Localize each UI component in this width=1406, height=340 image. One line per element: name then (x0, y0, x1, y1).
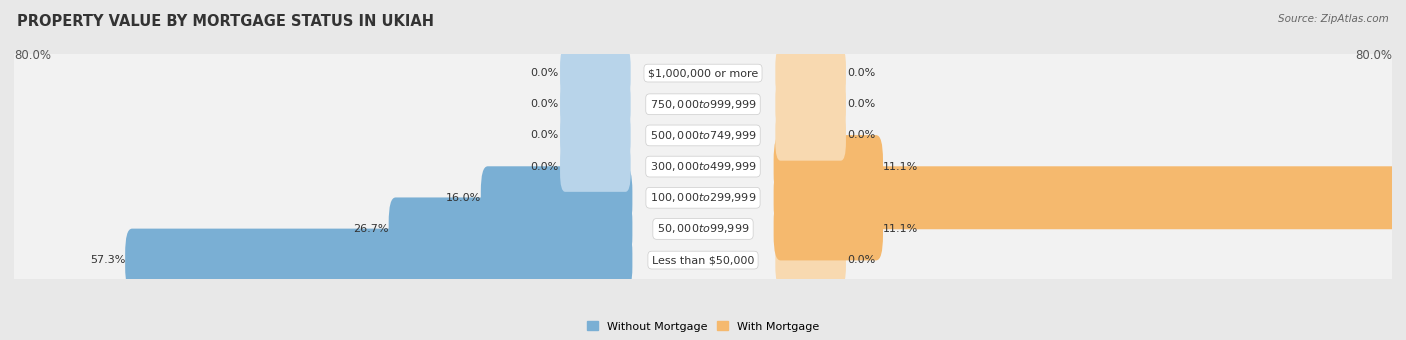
Text: 0.0%: 0.0% (530, 162, 558, 172)
FancyBboxPatch shape (6, 210, 1400, 310)
FancyBboxPatch shape (775, 110, 846, 161)
Text: Source: ZipAtlas.com: Source: ZipAtlas.com (1278, 14, 1389, 23)
FancyBboxPatch shape (773, 166, 1406, 229)
FancyBboxPatch shape (773, 198, 883, 260)
Text: 80.0%: 80.0% (14, 49, 51, 63)
FancyBboxPatch shape (560, 79, 631, 130)
Text: $100,000 to $299,999: $100,000 to $299,999 (650, 191, 756, 204)
FancyBboxPatch shape (560, 110, 631, 161)
Text: 11.1%: 11.1% (883, 224, 918, 234)
FancyBboxPatch shape (6, 23, 1400, 123)
Text: $300,000 to $499,999: $300,000 to $499,999 (650, 160, 756, 173)
Text: 0.0%: 0.0% (530, 99, 558, 109)
Text: $500,000 to $749,999: $500,000 to $749,999 (650, 129, 756, 142)
Text: 0.0%: 0.0% (848, 68, 876, 78)
Text: $50,000 to $99,999: $50,000 to $99,999 (657, 222, 749, 235)
FancyBboxPatch shape (775, 48, 846, 98)
Text: 16.0%: 16.0% (446, 193, 481, 203)
Text: $750,000 to $999,999: $750,000 to $999,999 (650, 98, 756, 111)
Text: 80.0%: 80.0% (1355, 49, 1392, 63)
FancyBboxPatch shape (560, 141, 631, 192)
Text: PROPERTY VALUE BY MORTGAGE STATUS IN UKIAH: PROPERTY VALUE BY MORTGAGE STATUS IN UKI… (17, 14, 434, 29)
FancyBboxPatch shape (388, 198, 633, 260)
Text: $1,000,000 or more: $1,000,000 or more (648, 68, 758, 78)
FancyBboxPatch shape (6, 86, 1400, 185)
FancyBboxPatch shape (775, 235, 846, 285)
FancyBboxPatch shape (6, 148, 1400, 247)
FancyBboxPatch shape (6, 180, 1400, 278)
Text: 11.1%: 11.1% (883, 162, 918, 172)
FancyBboxPatch shape (773, 135, 883, 198)
Text: 0.0%: 0.0% (848, 99, 876, 109)
Text: 0.0%: 0.0% (530, 68, 558, 78)
FancyBboxPatch shape (125, 228, 633, 292)
Text: Less than $50,000: Less than $50,000 (652, 255, 754, 265)
Text: 0.0%: 0.0% (848, 131, 876, 140)
FancyBboxPatch shape (6, 55, 1400, 154)
FancyBboxPatch shape (6, 117, 1400, 216)
Text: 26.7%: 26.7% (353, 224, 388, 234)
Text: 0.0%: 0.0% (848, 255, 876, 265)
Text: 0.0%: 0.0% (530, 131, 558, 140)
Text: 57.3%: 57.3% (90, 255, 125, 265)
FancyBboxPatch shape (560, 48, 631, 98)
Legend: Without Mortgage, With Mortgage: Without Mortgage, With Mortgage (582, 317, 824, 336)
FancyBboxPatch shape (775, 79, 846, 130)
FancyBboxPatch shape (481, 166, 633, 229)
